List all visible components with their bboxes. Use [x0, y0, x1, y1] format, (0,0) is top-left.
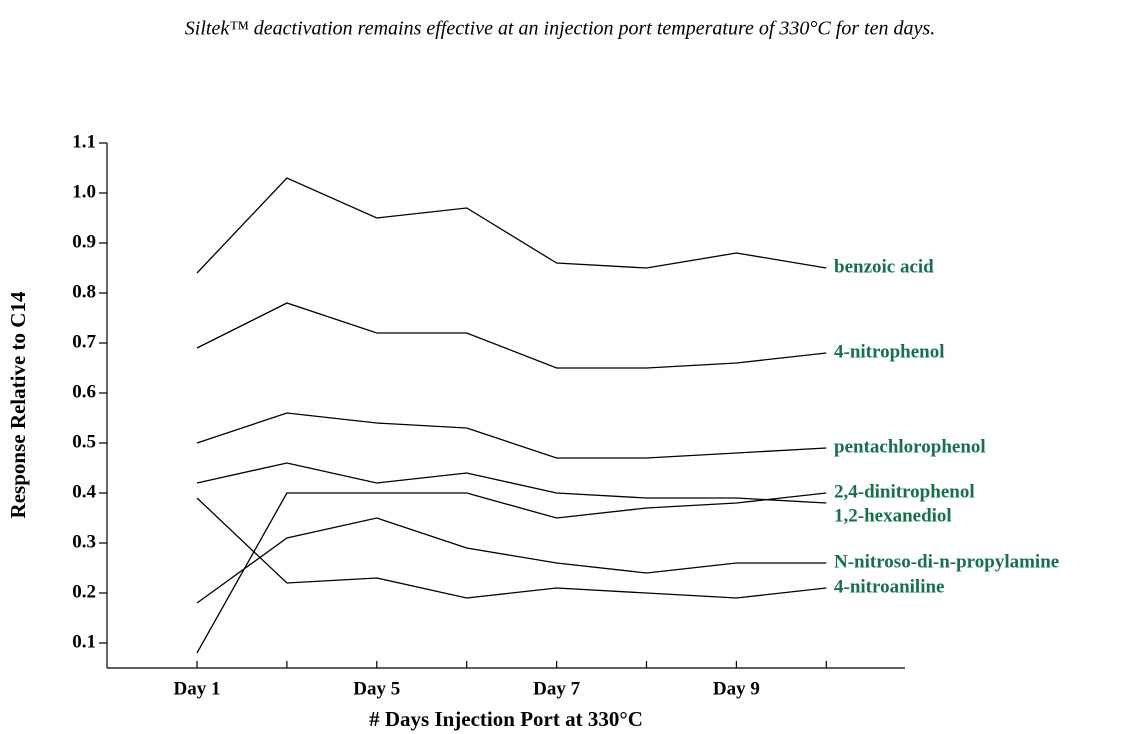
y-tick-label: 1.0 [72, 181, 96, 202]
series-label: 4-nitroaniline [834, 576, 945, 597]
series-line [196, 412, 827, 459]
series-label: N-nitroso-di-n-propylamine [834, 551, 1059, 572]
series-label: pentachlorophenol [834, 436, 986, 457]
y-tick-label: 0.5 [72, 431, 96, 452]
y-tick-label: 0.9 [72, 231, 96, 252]
y-tick-label: 0.7 [72, 331, 96, 352]
series-label: benzoic acid [834, 256, 934, 277]
series-label: 2,4-dinitrophenol [834, 481, 975, 502]
y-axis-label: Response Relative to C14 [6, 291, 30, 518]
y-tick-label: 0.2 [72, 581, 96, 602]
y-tick-label: 0.1 [72, 631, 96, 652]
y-tick-label: 1.1 [72, 131, 96, 152]
series-line [196, 497, 827, 599]
y-tick-label: 0.4 [72, 481, 96, 502]
chart-title: Siltek™ deactivation remains effective a… [185, 18, 935, 40]
x-tick-label: Day 1 [174, 678, 221, 699]
series-line [196, 492, 827, 654]
series-line [196, 177, 827, 274]
x-tick-label: Day 7 [533, 678, 580, 699]
x-axis-label: # Days Injection Port at 330°C [369, 707, 643, 731]
series-line [196, 517, 827, 604]
y-tick-label: 0.6 [72, 381, 96, 402]
x-tick-label: Day 5 [353, 678, 400, 699]
series-line [196, 462, 827, 504]
y-tick-label: 0.3 [72, 531, 96, 552]
series-label: 1,2-hexanediol [834, 505, 952, 526]
series-line [196, 302, 827, 369]
series-label: 4-nitrophenol [834, 341, 945, 362]
x-tick-label: Day 9 [713, 678, 760, 699]
y-tick-label: 0.8 [72, 281, 96, 302]
